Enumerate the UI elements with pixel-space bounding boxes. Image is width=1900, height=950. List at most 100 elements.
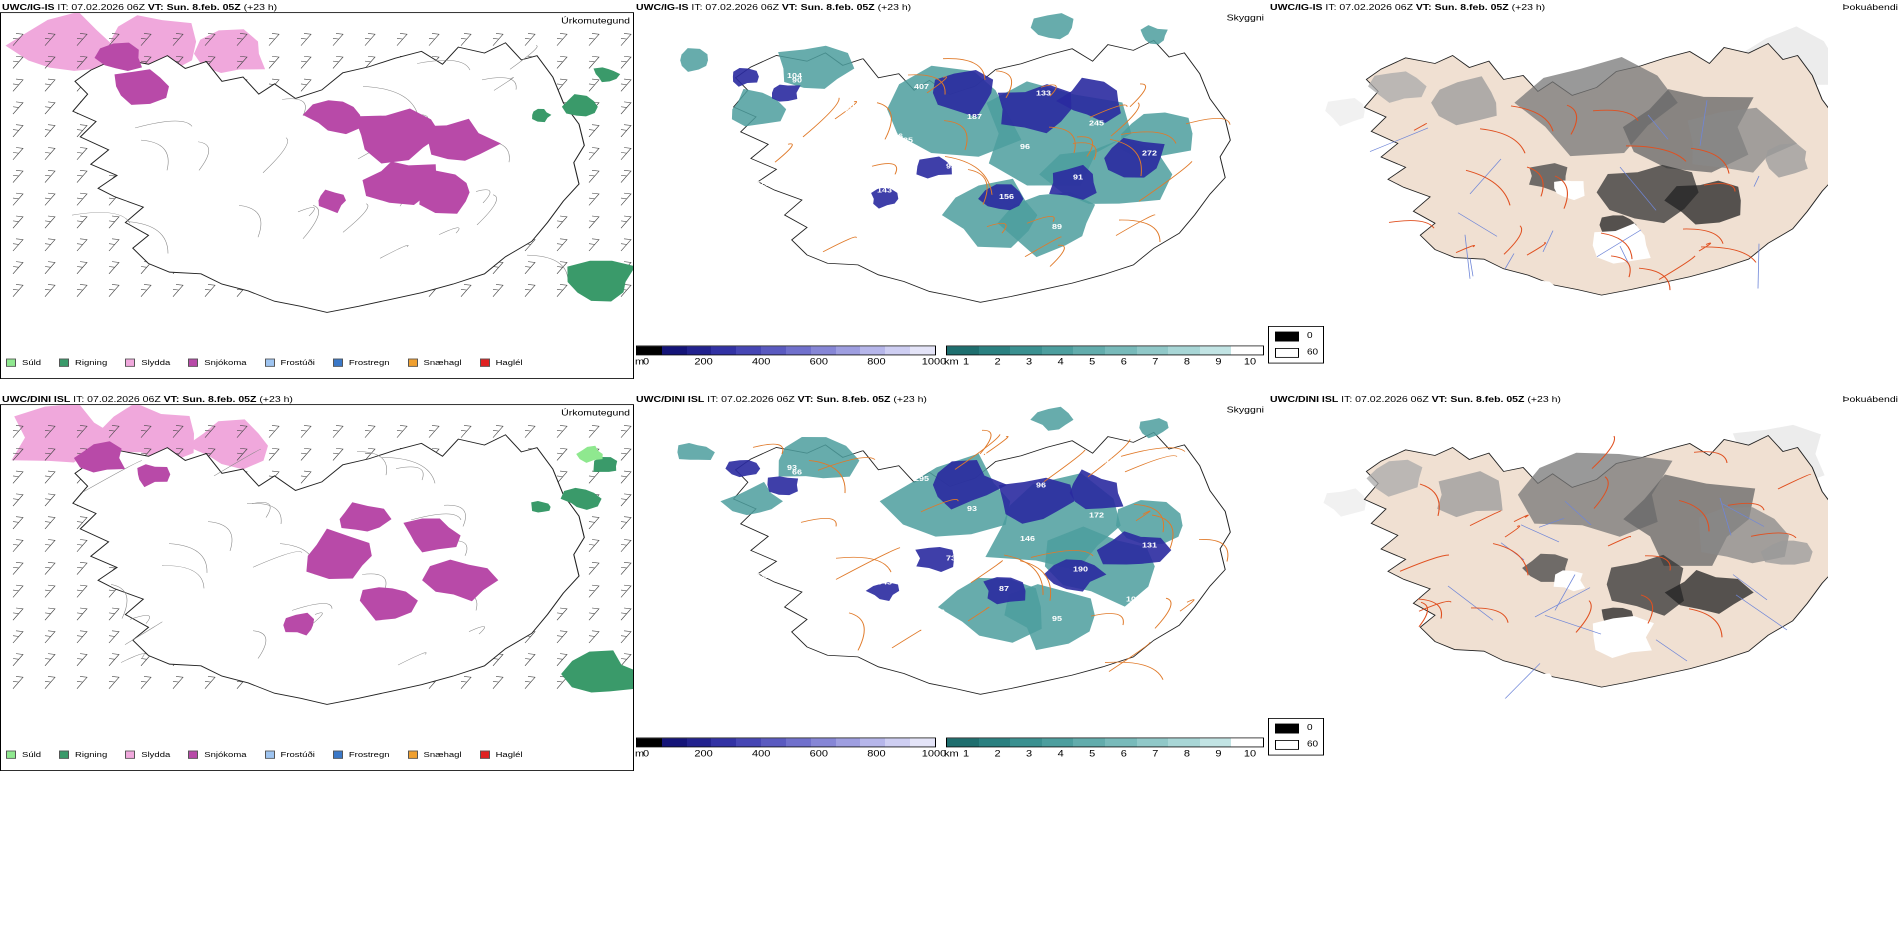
road-line xyxy=(1019,560,1052,601)
road-line xyxy=(848,612,865,651)
wind-barb xyxy=(12,447,24,461)
colorbar-segment xyxy=(947,346,979,355)
wind-barb xyxy=(492,676,504,689)
low-cloud-area xyxy=(916,156,952,179)
river-line xyxy=(1619,166,1657,211)
colorbar-tick: 5 xyxy=(1089,748,1096,759)
low-cloud-area xyxy=(1096,531,1172,565)
wind-barb xyxy=(108,630,120,644)
cloud-height-label: 295 xyxy=(914,475,929,483)
wind-barb xyxy=(12,470,24,484)
wind-barb xyxy=(556,425,568,438)
low-cloud-area xyxy=(998,477,1075,524)
low-visibility-area xyxy=(778,436,860,479)
low-cloud-area xyxy=(932,460,1008,510)
road-line xyxy=(1470,607,1509,623)
snow-area xyxy=(283,612,315,636)
wind-barb xyxy=(12,170,24,183)
colorbar-segment xyxy=(978,346,1011,355)
wind-barb xyxy=(556,33,568,46)
legend-label: Rigning xyxy=(75,750,108,760)
road-line xyxy=(468,626,485,635)
colorbar-segment xyxy=(711,738,737,747)
cloud-height-label: 105 xyxy=(1126,595,1141,603)
wind-barb xyxy=(172,33,184,46)
road-line xyxy=(1513,514,1529,522)
fog-area xyxy=(1431,76,1497,126)
colorbar-tick: 1 xyxy=(962,356,970,367)
cloud-height-label: 153 xyxy=(1158,96,1173,104)
colorbar-tick: 10 xyxy=(1243,356,1257,367)
road-line xyxy=(1688,608,1723,638)
wind-barb xyxy=(12,215,24,229)
road-line xyxy=(808,460,846,494)
road-line xyxy=(1504,525,1521,538)
wind-barb xyxy=(556,284,568,297)
cloud-height-label: 163 xyxy=(808,210,823,218)
colorbar-segment xyxy=(910,738,935,747)
legend-item: Frostúði xyxy=(264,750,315,760)
legend-label: Súld xyxy=(22,750,42,760)
wind-barb xyxy=(12,562,24,575)
cloudbase-colorbar xyxy=(636,345,936,356)
wind-barb xyxy=(620,33,632,46)
precip-map xyxy=(11,405,633,705)
cloud-height-label: 149 xyxy=(771,518,786,526)
river-line xyxy=(1699,100,1708,146)
road-line xyxy=(379,244,409,259)
rain-area xyxy=(560,487,602,510)
legend-swatch xyxy=(125,358,136,367)
legend-label: Súld xyxy=(22,358,42,368)
legend-swatch xyxy=(332,750,343,759)
cloud-height-label: 71 xyxy=(1105,65,1115,73)
wind-barb xyxy=(524,676,536,689)
colorbar-segment xyxy=(1010,346,1042,355)
legend-item: Frostregn xyxy=(332,358,390,367)
river-line xyxy=(1520,524,1560,543)
road-line xyxy=(443,505,466,527)
legend-label: Rigning xyxy=(75,358,108,368)
wind-barb xyxy=(172,425,184,438)
wind-barb xyxy=(236,425,248,438)
road-line xyxy=(1678,499,1710,532)
low-cloud-area xyxy=(772,84,801,102)
river-line xyxy=(1753,175,1760,187)
colorbar-segment xyxy=(947,738,979,747)
wind-barb xyxy=(12,261,24,275)
road-line xyxy=(1185,117,1231,125)
wind-barb xyxy=(108,284,120,297)
colorbar-tick: 8 xyxy=(1183,748,1190,759)
road-line xyxy=(1644,555,1671,571)
wind-barb xyxy=(364,33,376,46)
valid-time-label: VT: xyxy=(1431,394,1448,405)
colorbar-tick: 4 xyxy=(1057,748,1064,759)
road-line xyxy=(168,543,208,573)
wind-barb xyxy=(300,447,312,461)
road-line xyxy=(1593,476,1609,509)
road-line xyxy=(774,143,793,163)
colorbar-segment xyxy=(1199,346,1232,355)
wind-barb xyxy=(620,584,632,598)
colorbar-segment xyxy=(736,346,762,355)
colorbar-segment xyxy=(1041,738,1074,747)
road-line xyxy=(262,137,288,173)
legend-swatch xyxy=(407,358,418,367)
wind-barb xyxy=(44,493,56,507)
legend-item: Snæhagl xyxy=(407,750,462,759)
road-line xyxy=(134,120,193,129)
snow-area xyxy=(339,502,392,532)
colorbar-segment xyxy=(1168,346,1200,355)
cloud-height-label: 133 xyxy=(1036,89,1051,97)
road-line xyxy=(438,227,460,235)
road-line xyxy=(907,74,946,95)
map-frame xyxy=(0,404,634,771)
visibility-panel: UWC/IG-IS IT: 07.02.2026 06Z VT: Sun. 8.… xyxy=(634,0,1268,387)
legend-label: Frostúði xyxy=(280,750,315,760)
colorbar-segment xyxy=(1104,346,1137,355)
wind-barb xyxy=(396,425,408,438)
road-line xyxy=(1135,510,1151,522)
cloud-height-labels: 224 93 128 113 73 87 95 108 124 149 206 543 266 162 96… xyxy=(734,434,1173,623)
wind-barb xyxy=(364,425,376,438)
low-visibility-area xyxy=(1140,25,1168,45)
model-name: UWC/IG-IS xyxy=(636,2,689,13)
